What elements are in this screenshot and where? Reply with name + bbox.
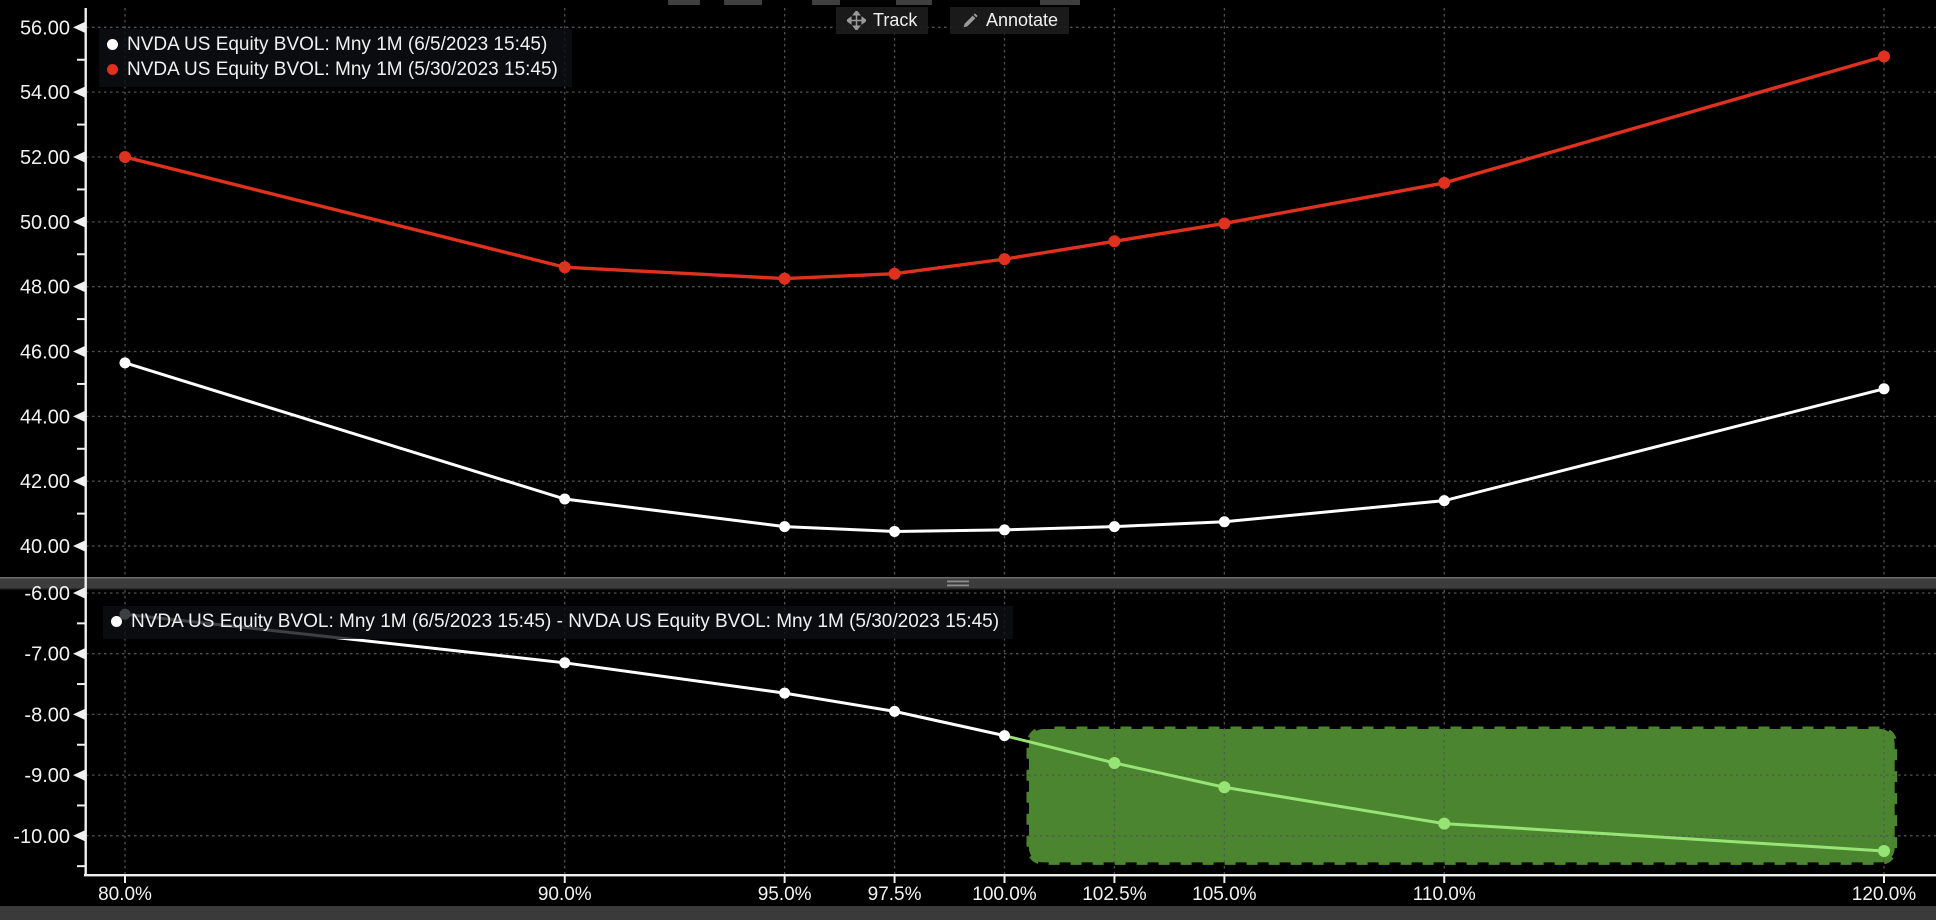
data-point-series-red-100[interactable] xyxy=(998,253,1011,266)
y-tick-label: -10.00 xyxy=(13,826,70,848)
y-tick-label: -8.00 xyxy=(24,704,70,726)
data-point-series-white-105[interactable] xyxy=(1218,516,1230,528)
data-point-series-white-97.5[interactable] xyxy=(889,525,901,537)
data-point-series-white-80[interactable] xyxy=(119,357,131,369)
data-point-series-red-80[interactable] xyxy=(119,151,131,163)
y-axis-line xyxy=(84,8,87,875)
data-point-series-red-90[interactable] xyxy=(558,261,571,274)
annotate-icon xyxy=(961,12,979,30)
chrome-segment xyxy=(668,0,700,5)
track-button-label: Track xyxy=(873,10,918,30)
y-tick-label: 44.00 xyxy=(20,406,70,428)
x-tick-label: 100.0% xyxy=(972,884,1037,905)
x-tick-label: 110.0% xyxy=(1413,884,1476,905)
y-axis-arrow-marker xyxy=(73,769,86,782)
y-tick-label: 46.00 xyxy=(20,342,70,364)
y-tick-label: 52.00 xyxy=(20,147,70,169)
panel-divider[interactable] xyxy=(0,577,1936,590)
track-icon xyxy=(847,11,866,30)
y-axis-arrow-marker xyxy=(73,829,86,842)
legend-item-series-previous[interactable]: NVDA US Equity BVOL: Mny 1M (5/30/2023 1… xyxy=(107,57,558,82)
data-point-series-red-95[interactable] xyxy=(778,272,791,285)
data-point-series-spread-105[interactable] xyxy=(1218,781,1231,794)
y-axis-arrow-marker xyxy=(73,215,86,228)
x-axis-line xyxy=(84,874,1936,877)
data-point-series-red-105[interactable] xyxy=(1218,217,1231,230)
track-button[interactable]: Track xyxy=(836,7,929,34)
data-point-series-white-95[interactable] xyxy=(779,521,791,533)
data-point-series-spread-95[interactable] xyxy=(779,687,791,699)
panel-divider-highlight xyxy=(0,577,1936,579)
panel-resize-grip[interactable] xyxy=(947,580,969,583)
y-tick-label: 42.00 xyxy=(20,471,70,493)
annotate-button-label: Annotate xyxy=(986,10,1059,30)
legend-label: NVDA US Equity BVOL: Mny 1M (6/5/2023 15… xyxy=(127,33,548,55)
y-tick-label: 54.00 xyxy=(20,82,70,104)
panel-divider-shadow xyxy=(0,588,1936,590)
chrome-segment xyxy=(812,0,840,5)
data-point-series-white-110[interactable] xyxy=(1438,495,1450,507)
data-point-series-white-90[interactable] xyxy=(559,493,571,505)
y-axis-arrow-marker xyxy=(73,345,86,358)
y-axis-arrow-marker xyxy=(73,587,86,599)
bottom-panel-legend: NVDA US Equity BVOL: Mny 1M (6/5/2023 15… xyxy=(103,606,1014,639)
data-point-series-white-102.5[interactable] xyxy=(1108,521,1120,533)
y-axis-arrow-marker xyxy=(73,151,86,163)
y-tick-label: -9.00 xyxy=(24,765,70,787)
data-point-series-red-97.5[interactable] xyxy=(888,267,901,280)
x-tick-label: 80.0% xyxy=(98,884,152,905)
y-tick-label: 40.00 xyxy=(20,536,70,558)
y-axis-arrow-marker xyxy=(73,21,86,34)
chrome-segment xyxy=(896,0,932,5)
bottom-window-bar xyxy=(0,906,1936,920)
series-marker-spread xyxy=(111,616,122,627)
legend-label: NVDA US Equity BVOL: Mny 1M (5/30/2023 1… xyxy=(127,58,558,80)
y-axis-arrow-marker xyxy=(73,647,86,660)
data-point-series-spread-102.5[interactable] xyxy=(1108,756,1121,769)
x-tick-label: 97.5% xyxy=(868,884,922,905)
y-axis-arrow-marker xyxy=(73,410,86,423)
highlight-region[interactable] xyxy=(1023,724,1900,868)
y-tick-label: 56.00 xyxy=(20,17,70,39)
data-point-series-spread-90[interactable] xyxy=(559,657,571,669)
chrome-segment xyxy=(1040,0,1080,5)
legend-item-spread-series[interactable]: NVDA US Equity BVOL: Mny 1M (6/5/2023 15… xyxy=(111,609,999,634)
y-axis-arrow-marker xyxy=(73,708,86,721)
top-panel-legend: NVDA US Equity BVOL: Mny 1M (6/5/2023 15… xyxy=(99,29,572,87)
y-tick-label: -6.00 xyxy=(24,583,70,605)
y-tick-label: -7.00 xyxy=(24,644,70,666)
y-axis-arrow-marker xyxy=(73,540,86,553)
data-point-series-red-120[interactable] xyxy=(1878,50,1890,63)
y-axis-arrow-marker xyxy=(73,86,86,99)
legend-label: NVDA US Equity BVOL: Mny 1M (6/5/2023 15… xyxy=(131,610,1000,632)
data-point-series-spread-100[interactable] xyxy=(999,730,1010,742)
data-point-series-red-110[interactable] xyxy=(1438,176,1451,189)
panel-resize-grip[interactable] xyxy=(947,584,969,587)
series-marker-red xyxy=(107,64,118,75)
data-point-series-red-102.5[interactable] xyxy=(1108,235,1121,248)
x-tick-label: 90.0% xyxy=(538,884,592,905)
annotate-button[interactable]: Annotate xyxy=(950,7,1070,34)
data-point-series-spread-97.5[interactable] xyxy=(889,705,901,717)
y-axis-arrow-marker xyxy=(73,475,86,488)
x-tick-label: 120.0% xyxy=(1852,884,1917,905)
data-point-series-white-120[interactable] xyxy=(1878,383,1890,395)
x-tick-label: 102.5% xyxy=(1082,884,1147,905)
x-tick-label: 95.0% xyxy=(758,884,812,905)
series-marker-white xyxy=(107,39,118,50)
legend-item-series-current[interactable]: NVDA US Equity BVOL: Mny 1M (6/5/2023 15… xyxy=(107,32,558,57)
data-point-series-white-100[interactable] xyxy=(999,524,1010,536)
x-tick-label: 105.0% xyxy=(1192,884,1257,905)
data-point-series-spread-110[interactable] xyxy=(1438,817,1451,830)
y-tick-label: 48.00 xyxy=(20,277,70,299)
y-tick-label: 50.00 xyxy=(20,212,70,234)
chrome-segment xyxy=(724,0,762,5)
data-point-series-spread-120[interactable] xyxy=(1878,844,1890,857)
y-axis-arrow-marker xyxy=(73,280,86,293)
